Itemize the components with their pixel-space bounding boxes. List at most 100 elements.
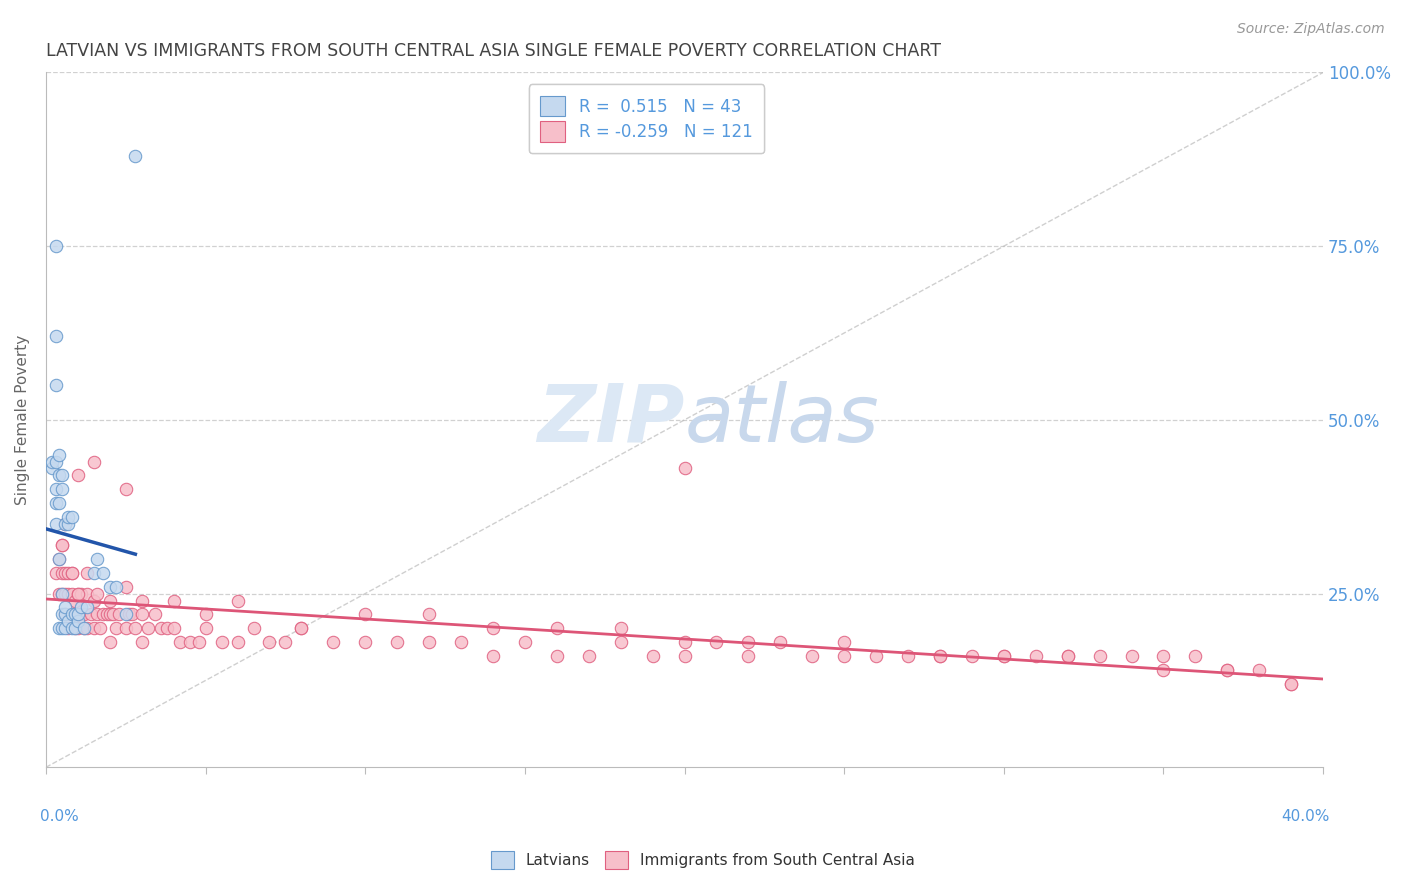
Point [98,607,121,622]
Point [51,586,73,600]
Point [63,621,86,635]
Point [73,607,96,622]
Point [418,607,440,622]
Point [51,621,73,635]
Text: atlas: atlas [685,381,879,458]
Point [51,586,73,600]
Point [53,607,76,622]
Point [53,621,76,635]
Point [131,593,153,607]
Point [45,239,67,253]
Point [609,635,631,649]
Point [226,635,249,649]
Point [290,621,312,635]
Point [76,600,98,615]
Point [83,593,105,607]
Point [63,593,86,607]
Point [993,649,1015,664]
Point [450,635,472,649]
Point [48,586,70,600]
Point [48,621,70,635]
Point [194,621,217,635]
Point [53,566,76,580]
Point [93,607,115,622]
Point [114,483,136,497]
Point [226,593,249,607]
Point [48,468,70,483]
Point [211,635,233,649]
Text: 0.0%: 0.0% [39,809,79,824]
Point [76,586,98,600]
Point [83,621,105,635]
Text: LATVIAN VS IMMIGRANTS FROM SOUTH CENTRAL ASIA SINGLE FEMALE POVERTY CORRELATION : LATVIAN VS IMMIGRANTS FROM SOUTH CENTRAL… [46,42,941,60]
Point [53,600,76,615]
Point [149,621,172,635]
Point [51,538,73,552]
Point [58,621,80,635]
Point [163,621,186,635]
Point [737,635,759,649]
Point [385,635,408,649]
Point [45,454,67,468]
Point [76,621,98,635]
Point [1056,649,1078,664]
Point [1153,649,1175,664]
Point [105,580,128,594]
Point [51,538,73,552]
Point [89,621,111,635]
Point [48,551,70,566]
Point [66,468,89,483]
Point [546,649,568,664]
Point [45,329,67,343]
Point [1216,663,1239,677]
Point [63,621,86,635]
Point [673,649,696,664]
Point [188,635,211,649]
Point [1216,663,1239,677]
Point [101,607,124,622]
Point [83,454,105,468]
Point [769,635,792,649]
Point [131,607,153,622]
Point [83,566,105,580]
Point [832,635,855,649]
Point [60,621,83,635]
Point [578,649,600,664]
Point [179,635,201,649]
Point [1025,649,1047,664]
Point [1088,649,1111,664]
Point [706,635,728,649]
Point [66,586,89,600]
Text: ZIP: ZIP [537,381,685,458]
Point [801,649,824,664]
Point [929,649,952,664]
Point [66,607,89,622]
Point [45,496,67,510]
Point [1279,677,1302,691]
Point [163,593,186,607]
Point [1121,649,1143,664]
Point [60,566,83,580]
Point [322,635,344,649]
Point [609,621,631,635]
Point [960,649,983,664]
Point [45,566,67,580]
Point [156,621,179,635]
Point [98,593,121,607]
Point [45,483,67,497]
Point [121,607,143,622]
Point [546,621,568,635]
Point [48,496,70,510]
Point [66,607,89,622]
Point [96,607,118,622]
Point [124,149,146,163]
Point [1279,677,1302,691]
Point [131,635,153,649]
Point [53,586,76,600]
Point [70,607,93,622]
Point [118,607,141,622]
Point [45,517,67,532]
Point [58,517,80,532]
Y-axis label: Single Female Poverty: Single Female Poverty [15,334,30,505]
Point [60,607,83,622]
